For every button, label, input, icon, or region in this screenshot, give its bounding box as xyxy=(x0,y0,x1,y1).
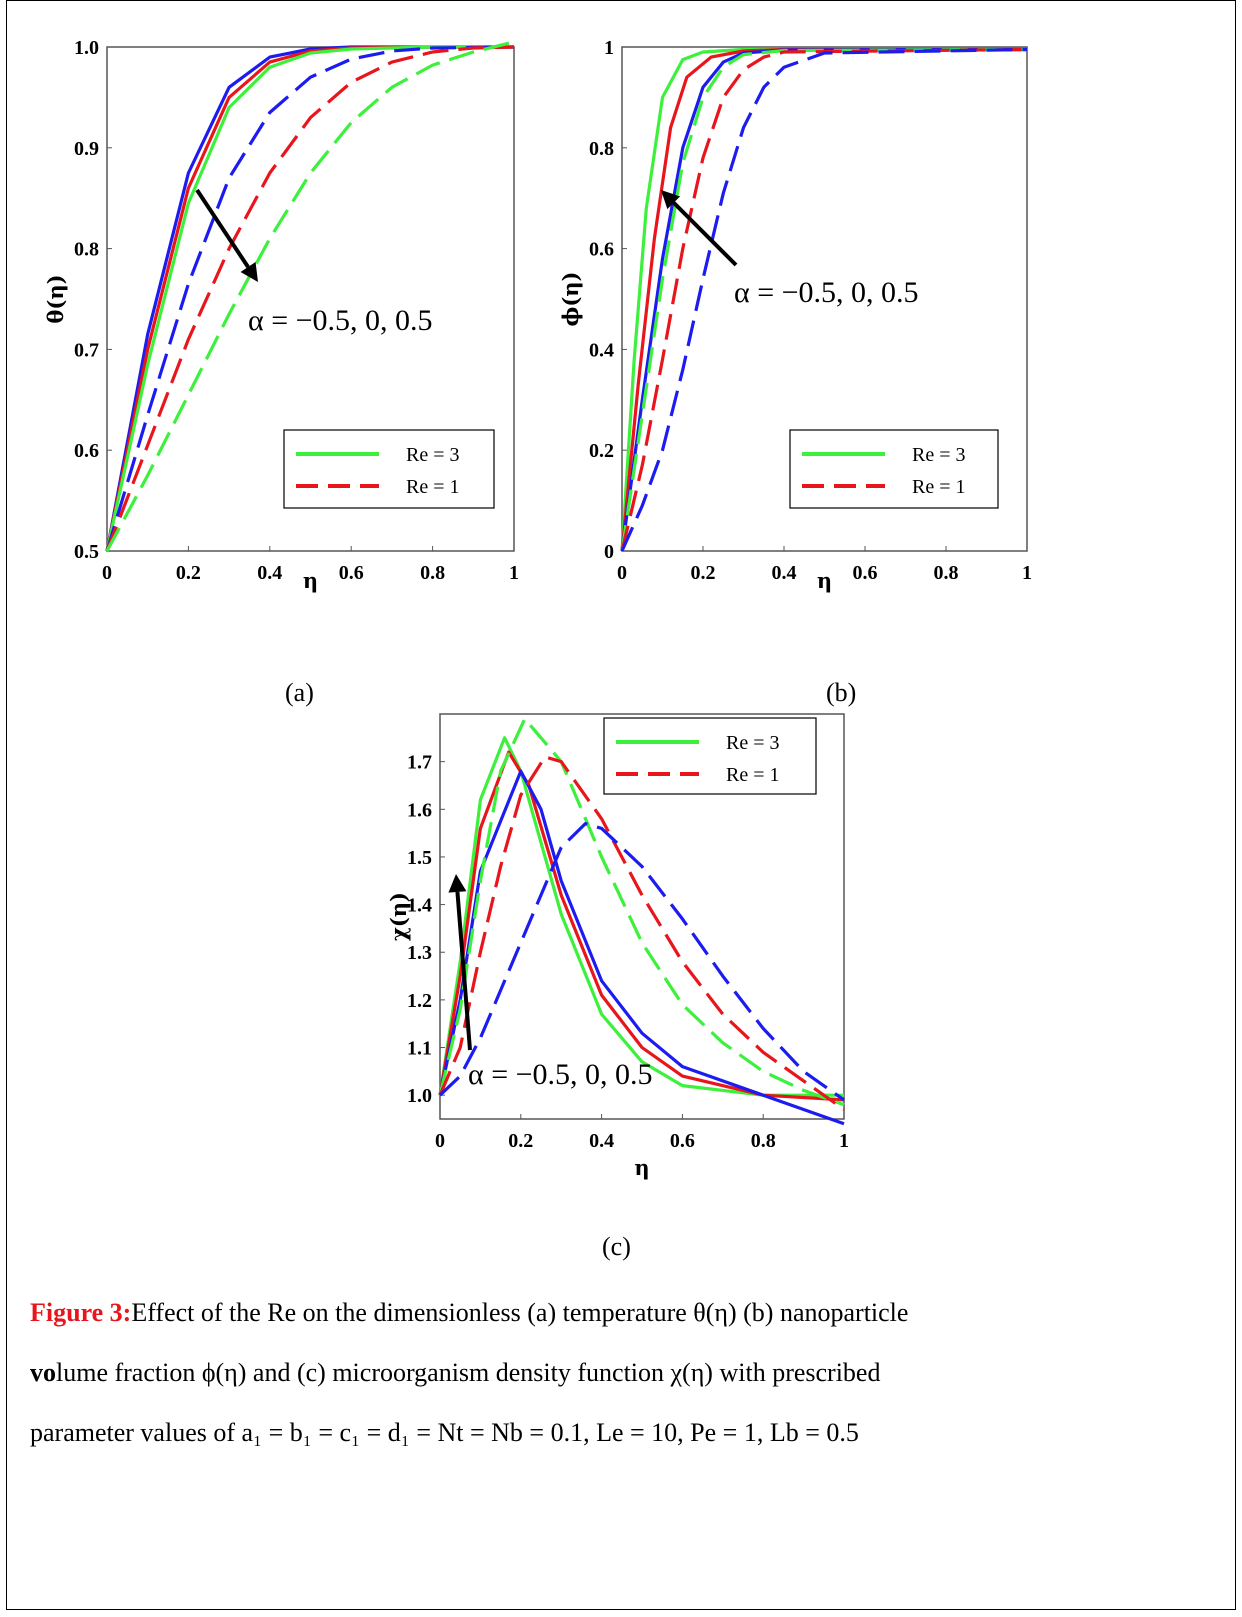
y-tick-label: 1.4 xyxy=(407,895,432,917)
page-border-right xyxy=(1235,0,1236,1610)
y-tick-label: 0.5 xyxy=(74,541,99,563)
caption-line-2: volume fraction ϕ(η) and (c) microorgani… xyxy=(30,1343,1220,1403)
x-tick-label: 0 xyxy=(102,562,112,584)
series-line-red-dashed xyxy=(438,755,845,1111)
caption-line-2-text: lume fraction ϕ(η) and (c) microorganism… xyxy=(56,1358,881,1387)
y-tick-label: 1.6 xyxy=(407,799,432,821)
legend-box xyxy=(603,717,817,795)
page-border-top xyxy=(6,0,1236,1)
series-line-blue-dashed xyxy=(620,47,1028,552)
x-tick-label: 0.4 xyxy=(589,1130,614,1152)
alpha-annotation: α = −0.5, 0, 0.5 xyxy=(248,304,433,337)
y-tick-label: 1.0 xyxy=(74,37,99,59)
series-line-green-dashed xyxy=(620,47,1028,552)
y-tick-label: 0.7 xyxy=(74,339,99,361)
chart-b: 0 0.2 0.4 0.6 0.8 1 0 0.2 0.4 0.6 0.8 1 η ϕ(η) α = −0.… xyxy=(558,37,1032,593)
arrow-shaft xyxy=(455,891,472,1051)
x-tick-label: 0.8 xyxy=(420,562,445,584)
series-line-red-solid xyxy=(438,750,845,1102)
arrow-head xyxy=(240,262,258,282)
y-tick-label: 1.0 xyxy=(407,1085,432,1107)
x-tick-label: 0.4 xyxy=(257,562,282,584)
legend-label: Re = 1 xyxy=(406,476,460,498)
caption-line-2-bold: vo xyxy=(30,1358,56,1387)
x-tick-label: 0.2 xyxy=(176,562,201,584)
legend-box xyxy=(789,429,999,509)
x-tick-label: 1 xyxy=(509,562,519,584)
y-tick-label: 1 xyxy=(604,37,614,59)
caption-label: Figure 3: xyxy=(30,1298,132,1327)
series-line-blue-dashed xyxy=(438,822,845,1102)
series-line-green-solid xyxy=(438,736,844,1097)
caption-line-1-text: Effect of the Re on the dimensionless (a… xyxy=(131,1298,909,1327)
caption-line-1: Figure 3:Effect of the Re on the dimensi… xyxy=(30,1283,1220,1343)
x-tick-label: 0.2 xyxy=(508,1130,533,1152)
x-tick-label: 0 xyxy=(435,1130,445,1152)
y-tick-label: 1.1 xyxy=(407,1038,432,1060)
x-tick-label: 0.2 xyxy=(691,562,716,584)
series-line-green-dashed xyxy=(438,717,845,1107)
chart-c: 0 0.2 0.4 0.6 0.8 1 1.0 1.1 1.2 1.3 1.4 1.5 1.6 1.7 η χ… xyxy=(386,713,849,1180)
x-tick-label: 0.6 xyxy=(853,562,878,584)
y-tick-label: 0.6 xyxy=(74,440,99,462)
legend-label: Re = 1 xyxy=(912,476,966,498)
x-tick-label: 0.8 xyxy=(751,1130,776,1152)
y-tick-label: 0.6 xyxy=(589,239,614,261)
y-tick-label: 1.7 xyxy=(407,752,432,774)
y-tick-label: 0.9 xyxy=(74,138,99,160)
x-axis-label: η xyxy=(817,568,832,593)
series-line-green-solid xyxy=(105,45,514,552)
legend-box xyxy=(283,429,495,509)
y-tick-label: 0.2 xyxy=(589,440,614,462)
series-line-red-dashed xyxy=(105,45,515,552)
y-tick-label: 0.8 xyxy=(74,239,99,261)
y-tick-label: 0.4 xyxy=(589,339,614,361)
panel-label-c: (c) xyxy=(602,1232,631,1261)
legend-label: Re = 3 xyxy=(406,444,460,466)
panel-label-b: (b) xyxy=(826,678,857,707)
y-axis-label: χ(η) xyxy=(386,892,411,941)
alpha-annotation: α = −0.5, 0, 0.5 xyxy=(468,1058,653,1091)
x-axis-label: η xyxy=(303,568,318,593)
y-axis-label: ϕ(η) xyxy=(558,272,583,327)
series-line-red-dashed xyxy=(620,47,1028,552)
arrow-head xyxy=(661,190,681,210)
arrow-shaft xyxy=(672,201,738,267)
page-border-bottom xyxy=(6,1609,1236,1610)
x-tick-label: 0.8 xyxy=(934,562,959,584)
series-line-blue-dashed xyxy=(105,45,515,552)
arrow-head xyxy=(448,874,467,893)
arrow-shaft xyxy=(195,188,250,269)
y-tick-label: 0 xyxy=(604,541,614,563)
y-tick-label: 0.8 xyxy=(589,138,614,160)
alpha-annotation: α = −0.5, 0, 0.5 xyxy=(734,276,919,309)
figure-caption: Figure 3:Effect of the Re on the dimensi… xyxy=(30,1283,1220,1463)
y-axis-label: θ(η) xyxy=(43,274,68,323)
x-tick-label: 0.6 xyxy=(339,562,364,584)
page-border-left xyxy=(6,0,7,1610)
x-tick-label: 0.6 xyxy=(670,1130,695,1152)
x-tick-label: 0.4 xyxy=(772,562,797,584)
x-axis-label: η xyxy=(634,1155,649,1180)
x-tick-label: 1 xyxy=(839,1130,849,1152)
legend-label: Re = 3 xyxy=(726,732,780,754)
caption-line-3: parameter values of a₁ = b₁ = c₁ = d₁ = … xyxy=(30,1418,859,1447)
y-tick-label: 1.3 xyxy=(407,942,432,964)
x-tick-label: 1 xyxy=(1022,562,1032,584)
legend-label: Re = 3 xyxy=(912,444,966,466)
x-tick-label: 0 xyxy=(617,562,627,584)
y-tick-label: 1.5 xyxy=(407,847,432,869)
series-line-green-dashed xyxy=(105,40,515,552)
y-tick-label: 1.2 xyxy=(407,990,432,1012)
panel-label-a: (a) xyxy=(285,678,314,707)
chart-a: 0 0.2 0.4 0.6 0.8 1 0.5 0.6 0.7 0.8 0.9 1.0 η θ(η) α =… xyxy=(43,37,519,593)
legend-label: Re = 1 xyxy=(726,764,780,786)
